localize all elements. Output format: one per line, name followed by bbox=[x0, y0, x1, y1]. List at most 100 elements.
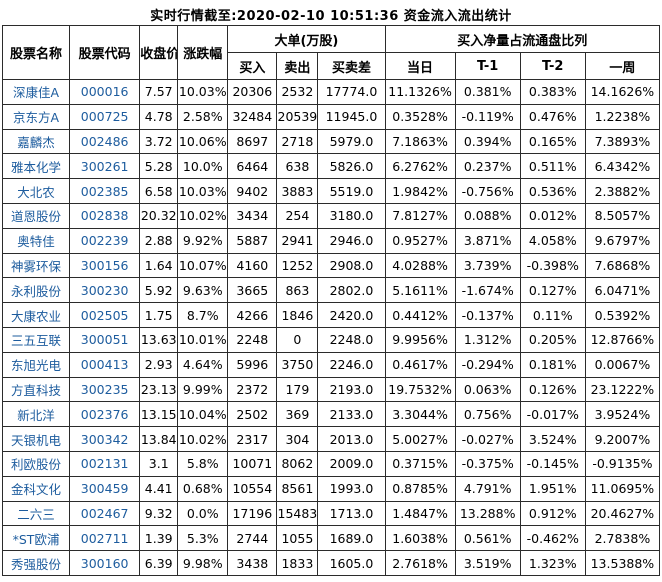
stock-name-cell[interactable]: 方直科技 bbox=[1, 376, 71, 403]
day-ratio-cell: 0.4617% bbox=[384, 351, 456, 378]
stock-code-cell[interactable]: 000725 bbox=[69, 103, 141, 130]
stock-name-cell[interactable]: 深康佳A bbox=[1, 79, 71, 105]
buy-volume-cell: 20306 bbox=[227, 79, 278, 105]
sell-volume-cell: 3883 bbox=[276, 178, 319, 204]
buy-volume-cell: 2372 bbox=[227, 376, 278, 403]
table-row: 三五互联 300051 13.63 10.01% 2248 0 2248.0 9.9956% 1… bbox=[1, 326, 661, 353]
buy-volume-cell: 32484 bbox=[227, 103, 278, 130]
stock-code-cell[interactable]: 002385 bbox=[69, 178, 141, 204]
stock-code-cell[interactable]: 300235 bbox=[69, 376, 141, 403]
stock-code-cell[interactable]: 000413 bbox=[69, 351, 141, 378]
day-ratio-cell: 7.8127% bbox=[384, 202, 456, 229]
sell-volume-cell: 1252 bbox=[276, 252, 319, 279]
buy-sell-diff-cell: 2133.0 bbox=[317, 401, 386, 428]
day-ratio-cell: 9.9956% bbox=[384, 326, 456, 353]
table-row: 永利股份 300230 5.92 9.63% 3665 863 2802.0 5.1611% -… bbox=[1, 277, 661, 304]
stock-code-cell[interactable]: 300459 bbox=[69, 475, 141, 502]
table-row: 深康佳A 000016 7.57 10.03% 20306 2532 17774.0 11.1… bbox=[1, 79, 661, 105]
sell-volume-cell: 1055 bbox=[276, 525, 319, 552]
change-percent-cell: 10.03% bbox=[177, 178, 229, 204]
stock-name-cell[interactable]: 雅本化学 bbox=[1, 153, 71, 180]
header-row-sub: 买入 卖出 买卖差 当日 T-1 T-2 一周 bbox=[3, 52, 661, 80]
sell-volume-cell: 254 bbox=[276, 202, 319, 229]
change-percent-cell: 9.99% bbox=[177, 376, 229, 403]
week-ratio-cell: 7.3893% bbox=[584, 128, 661, 155]
stock-name-cell[interactable]: 大北农 bbox=[1, 178, 71, 204]
sell-volume-cell: 369 bbox=[276, 401, 319, 428]
t1-ratio-cell: -0.137% bbox=[454, 302, 521, 328]
change-percent-cell: 10.06% bbox=[177, 128, 229, 155]
stock-name-cell[interactable]: 新北洋 bbox=[1, 401, 71, 428]
stock-code-cell[interactable]: 002838 bbox=[69, 202, 141, 229]
week-ratio-cell: 2.3882% bbox=[584, 178, 661, 204]
week-ratio-cell: 0.0067% bbox=[584, 351, 661, 378]
stock-name-cell[interactable]: *ST欧浦 bbox=[1, 525, 71, 552]
week-ratio-cell: 9.2007% bbox=[584, 426, 661, 452]
header-change-percent: 涨跌幅 bbox=[177, 25, 229, 80]
stock-name-cell[interactable]: 东旭光电 bbox=[1, 351, 71, 378]
stock-name-cell[interactable]: 三五互联 bbox=[1, 326, 71, 353]
day-ratio-cell: 19.7532% bbox=[384, 376, 456, 403]
stock-code-cell[interactable]: 300261 bbox=[69, 153, 141, 180]
buy-volume-cell: 2744 bbox=[227, 525, 278, 552]
change-percent-cell: 2.58% bbox=[177, 103, 229, 130]
stock-code-cell[interactable]: 002376 bbox=[69, 401, 141, 428]
stock-code-cell[interactable]: 002486 bbox=[69, 128, 141, 155]
close-price-cell: 6.58 bbox=[139, 178, 179, 204]
day-ratio-cell: 2.7618% bbox=[384, 550, 456, 576]
stock-code-cell[interactable]: 300051 bbox=[69, 326, 141, 353]
buy-sell-diff-cell: 3180.0 bbox=[317, 202, 386, 229]
buy-sell-diff-cell: 1689.0 bbox=[317, 525, 386, 552]
stock-name-cell[interactable]: 京东方A bbox=[1, 103, 71, 130]
stock-name-cell[interactable]: 天银机电 bbox=[1, 426, 71, 452]
week-ratio-cell: 7.6868% bbox=[584, 252, 661, 279]
sell-volume-cell: 8561 bbox=[276, 475, 319, 502]
t2-ratio-cell: 0.127% bbox=[519, 277, 586, 304]
t2-ratio-cell: -0.398% bbox=[519, 252, 586, 279]
stock-code-cell[interactable]: 300342 bbox=[69, 426, 141, 452]
stock-code-cell[interactable]: 002239 bbox=[69, 227, 141, 254]
t1-ratio-cell: -0.027% bbox=[454, 426, 521, 452]
stock-name-cell[interactable]: 神雾环保 bbox=[1, 252, 71, 279]
close-price-cell: 5.28 bbox=[139, 153, 179, 180]
stock-code-cell[interactable]: 002505 bbox=[69, 302, 141, 328]
stock-name-cell[interactable]: 秀强股份 bbox=[1, 550, 71, 576]
change-percent-cell: 5.8% bbox=[177, 450, 229, 477]
stock-name-cell[interactable]: 金科文化 bbox=[1, 475, 71, 502]
t1-ratio-cell: 1.312% bbox=[454, 326, 521, 353]
buy-volume-cell: 3665 bbox=[227, 277, 278, 304]
sell-volume-cell: 304 bbox=[276, 426, 319, 452]
stock-name-cell[interactable]: 大康农业 bbox=[1, 302, 71, 328]
stock-name-cell[interactable]: 嘉麟杰 bbox=[1, 128, 71, 155]
week-ratio-cell: 6.0471% bbox=[584, 277, 661, 304]
day-ratio-cell: 11.1326% bbox=[384, 79, 456, 105]
stock-code-cell[interactable]: 300156 bbox=[69, 252, 141, 279]
stock-code-cell[interactable]: 002467 bbox=[69, 500, 141, 527]
table-row: 天银机电 300342 13.84 10.02% 2317 304 2013.0 5.0027… bbox=[1, 426, 661, 452]
stock-name-cell[interactable]: 二六三 bbox=[1, 500, 71, 527]
stock-code-cell[interactable]: 300160 bbox=[69, 550, 141, 576]
sell-volume-cell: 8062 bbox=[276, 450, 319, 477]
stock-code-cell[interactable]: 000016 bbox=[69, 79, 141, 105]
stock-code-cell[interactable]: 300230 bbox=[69, 277, 141, 304]
t1-ratio-cell: 0.561% bbox=[454, 525, 521, 552]
week-ratio-cell: 1.2238% bbox=[584, 103, 661, 130]
stock-name-cell[interactable]: 利欧股份 bbox=[1, 450, 71, 477]
change-percent-cell: 4.64% bbox=[177, 351, 229, 378]
stock-name-cell[interactable]: 奥特佳 bbox=[1, 227, 71, 254]
week-ratio-cell: 23.1222% bbox=[584, 376, 661, 403]
stock-code-cell[interactable]: 002131 bbox=[69, 450, 141, 477]
stock-name-cell[interactable]: 道恩股份 bbox=[1, 202, 71, 229]
table-row: *ST欧浦 002711 1.39 5.3% 2744 1055 1689.0 1.6038%… bbox=[1, 525, 661, 552]
table-row: 京东方A 000725 4.78 2.58% 32484 20539 11945.0 0.35… bbox=[1, 103, 661, 130]
t2-ratio-cell: 1.323% bbox=[519, 550, 586, 576]
t1-ratio-cell: 0.381% bbox=[454, 79, 521, 105]
buy-volume-cell: 17196 bbox=[227, 500, 278, 527]
sell-volume-cell: 638 bbox=[276, 153, 319, 180]
stock-name-cell[interactable]: 永利股份 bbox=[1, 277, 71, 304]
week-ratio-cell: 11.0695% bbox=[584, 475, 661, 502]
t1-ratio-cell: 0.237% bbox=[454, 153, 521, 180]
buy-volume-cell: 10554 bbox=[227, 475, 278, 502]
close-price-cell: 20.32 bbox=[139, 202, 179, 229]
stock-code-cell[interactable]: 002711 bbox=[69, 525, 141, 552]
